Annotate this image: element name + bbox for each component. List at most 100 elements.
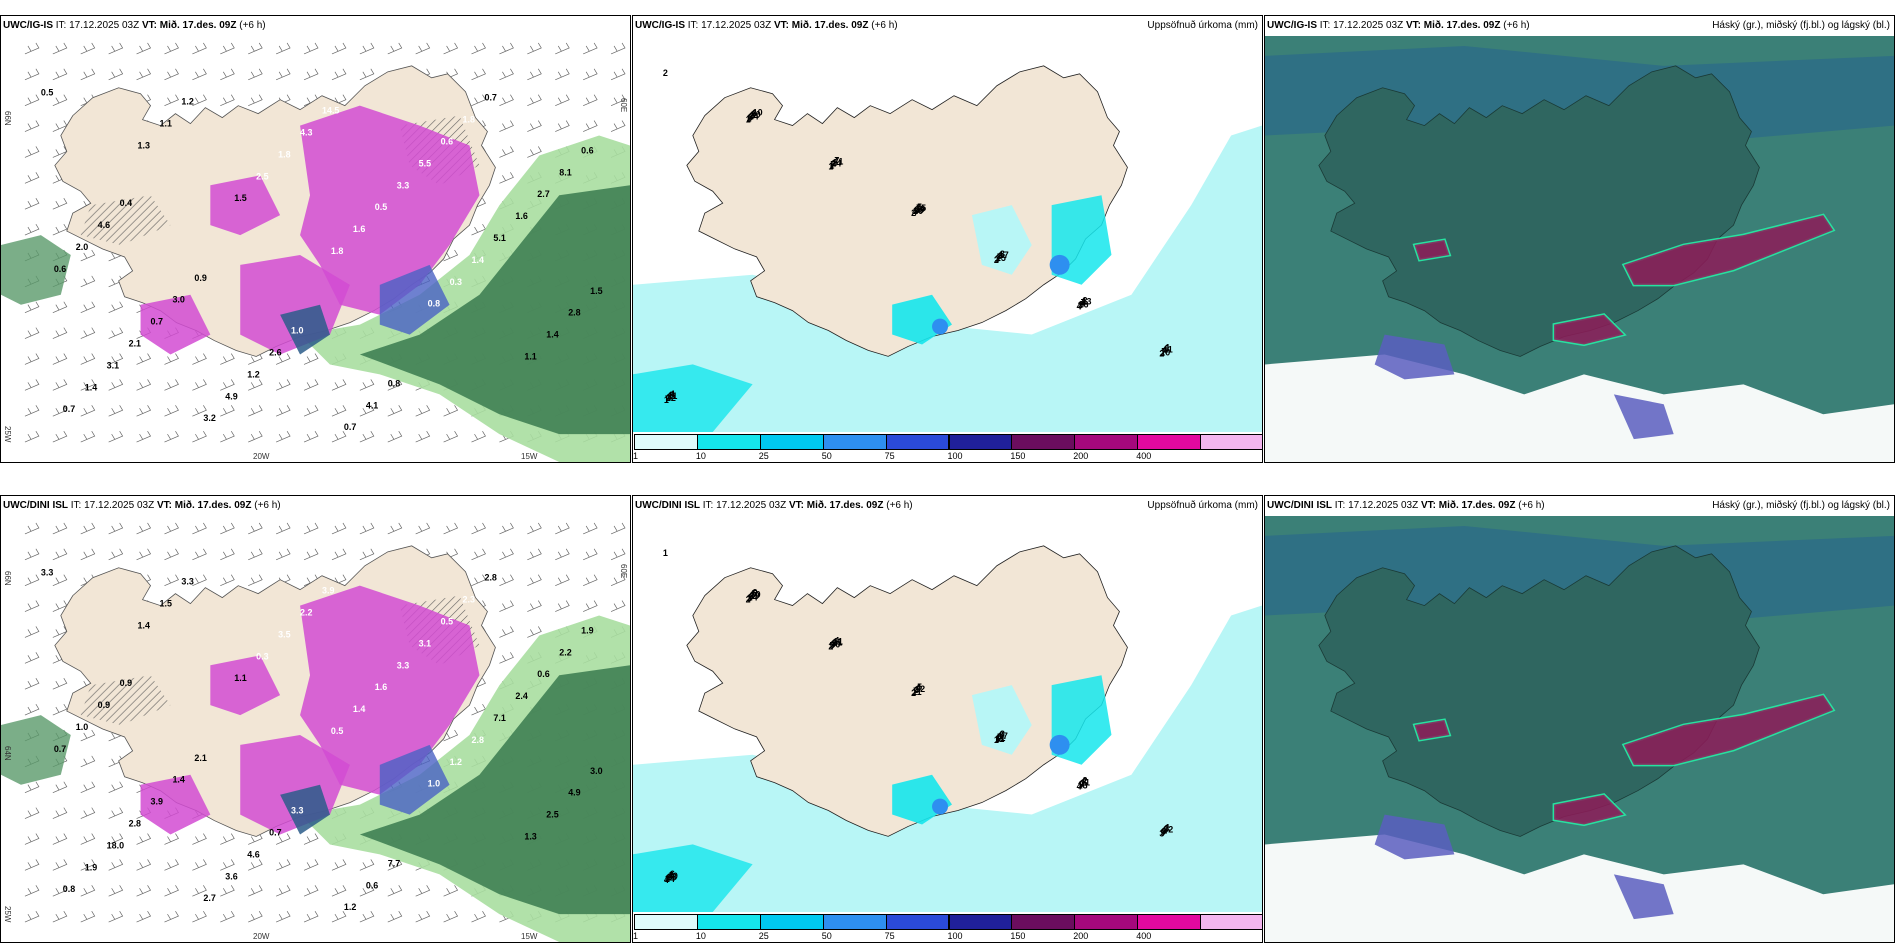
precip-value-label: 75 (916, 203, 926, 213)
precip-value-label: 11 (668, 391, 677, 401)
lead-time: (+6 h) (254, 500, 281, 511)
rain-value-label: 1.8 (463, 115, 475, 125)
panel-header: UWC/IG-IS IT: 17.12.2025 03Z VT: Mið. 17… (1, 16, 630, 36)
precip-value-label: 10 (915, 204, 925, 214)
vt-label: VT: (1405, 20, 1421, 31)
colorbar-swatch (1137, 914, 1202, 930)
vt-label: VT: (788, 500, 804, 511)
it-value: 17.12.2025 03Z (69, 20, 140, 31)
precip-value-label: 9 (753, 588, 758, 598)
rain-value-label: 1.5 (590, 286, 602, 296)
precip-map: 2 1 1 2 2 4 2 1 2 1 4 3 3 10 7 8 7 20 25 26 7 22 24 24 20 7 4 4 3 2 1 1… (633, 36, 1262, 432)
colorbar-swatch (759, 434, 824, 450)
rain-value-label: 3.3 (397, 660, 409, 670)
colorbar-swatch (948, 914, 1013, 930)
model-name: UWC/DINI ISL (3, 500, 68, 511)
rain-value-label: 3.9 (322, 586, 334, 596)
rain-value-label: 1.2 (344, 902, 356, 912)
precip-value-label: 40 (668, 871, 678, 881)
lead-time: (+6 h) (239, 20, 266, 31)
rain-value-label: 1.4 (172, 775, 184, 785)
rain-value-label: 2.8 (129, 819, 141, 829)
precip-value-label: 2 (746, 595, 751, 605)
panel-header: UWC/DINI ISL IT: 17.12.2025 03Z VT: Mið.… (1265, 496, 1894, 516)
it-label: IT: (1319, 20, 1331, 31)
precip-value-label: 2 (994, 255, 999, 265)
model-name: UWC/IG-IS (1267, 20, 1317, 31)
rain-value-label: 0.7 (344, 422, 356, 432)
rain-value-label: 1.0 (428, 779, 440, 789)
colorbar-tick-label: 10 (695, 451, 706, 461)
precip-value-label: 7 (834, 155, 839, 165)
rain-value-label: 0.6 (441, 136, 453, 146)
panel-header: UWC/DINI ISL IT: 17.12.2025 03Z VT: Mið.… (633, 496, 1262, 516)
precip-value-label: 41 (833, 156, 843, 166)
rain-value-label: 0.7 (54, 744, 66, 754)
precip-value-label: 4 (1082, 777, 1087, 787)
colorbar-swatch (1074, 434, 1139, 450)
rain-value-label: 1.4 (85, 382, 97, 392)
lon-label: 15W (521, 932, 538, 941)
precip-value-label: 4 (1077, 782, 1082, 792)
rain-value-label: 1.5 (159, 599, 171, 609)
precip-value-label: 8 (998, 251, 1003, 261)
precip-value-label: 6 (749, 592, 754, 602)
precip-value-label: 3 (1000, 729, 1005, 739)
rain-value-label: 2.8 (568, 308, 580, 318)
colorbar-tick-label: 200 (1073, 451, 1089, 461)
precip-value-label: 8 (748, 113, 753, 123)
colorbar-swatch (759, 914, 824, 930)
precip-value-label: 5 (917, 682, 922, 692)
precip-value-label: 7 (913, 686, 918, 696)
rain-value-label: 0.7 (63, 404, 75, 414)
precip-value-label: 11 (995, 734, 1004, 744)
precip-value-label: 4 (1077, 302, 1082, 312)
rain-value-label: 1.4 (472, 255, 484, 265)
model-name: UWC/IG-IS (635, 20, 685, 31)
lead-time: (+6 h) (1503, 20, 1530, 31)
precip-value-label: 20 (914, 205, 924, 215)
precip-value-label: 24 (665, 874, 675, 884)
lon-label: 15W (521, 452, 538, 461)
rain-value-label: 3.9 (151, 797, 163, 807)
precip-value-label: 21 (832, 637, 842, 647)
rain-value-label: 2.5 (546, 810, 558, 820)
colorbar-swatch (634, 434, 698, 450)
precip-value-label: 2 (911, 688, 916, 698)
rain-value-label: 18.0 (107, 840, 124, 850)
rain-value-label: 2.2 (300, 608, 312, 618)
rain-value-label: 4.6 (98, 220, 110, 230)
rain-value-label: 1.4 (546, 330, 558, 340)
rain-value-label: 4.9 (568, 788, 580, 798)
rain-value-label: 3.1 (107, 360, 119, 370)
rain-value-label: 3.0 (590, 766, 602, 776)
precip-value-label: 29 (750, 591, 760, 601)
precip-value-label: 2 (750, 111, 755, 121)
lat-label: 25W (3, 906, 12, 923)
precip-value-label: 1 (832, 157, 837, 167)
precip-map: 1 2 2 2 1 4 3 4 3 5 11 11 13 9 24 24 30 7 11 9 9 8 6 8 3 5 2 1 28 29 2… (633, 516, 1262, 912)
rain-value-label: 1.4 (138, 620, 150, 630)
vt-value: Mið. 17.des. 09Z (1423, 20, 1501, 31)
it-value: 17.12.2025 03Z (1348, 500, 1419, 511)
vt-label: VT: (156, 500, 172, 511)
it-label: IT: (70, 500, 82, 511)
precip-value-label: 2 (663, 68, 668, 78)
rain-value-label: 0.4 (120, 198, 132, 208)
rain-value-label: 1.8 (278, 149, 290, 159)
precip-value-label: 2 (669, 870, 674, 880)
rain-value-label: 0.6 (537, 669, 549, 679)
colorbar-swatch (1200, 914, 1262, 930)
rain-value-label: 2.7 (537, 189, 549, 199)
precip-value-label: 11 (996, 733, 1005, 743)
colorbar-tick-label: 1 (633, 931, 639, 941)
precip-value-label: 7 (1081, 298, 1086, 308)
rain-value-label: 0.5 (41, 88, 53, 98)
rain-value-label: 8.1 (559, 167, 571, 177)
precip-value-label: 4 (1080, 299, 1085, 309)
precip-value-label: 1 (1162, 825, 1167, 835)
cloud-map (1265, 516, 1894, 942)
rain-value-label: 1.9 (581, 625, 593, 635)
rain-value-label: 1.0 (291, 326, 303, 336)
rain-value-label: 1.9 (85, 862, 97, 872)
